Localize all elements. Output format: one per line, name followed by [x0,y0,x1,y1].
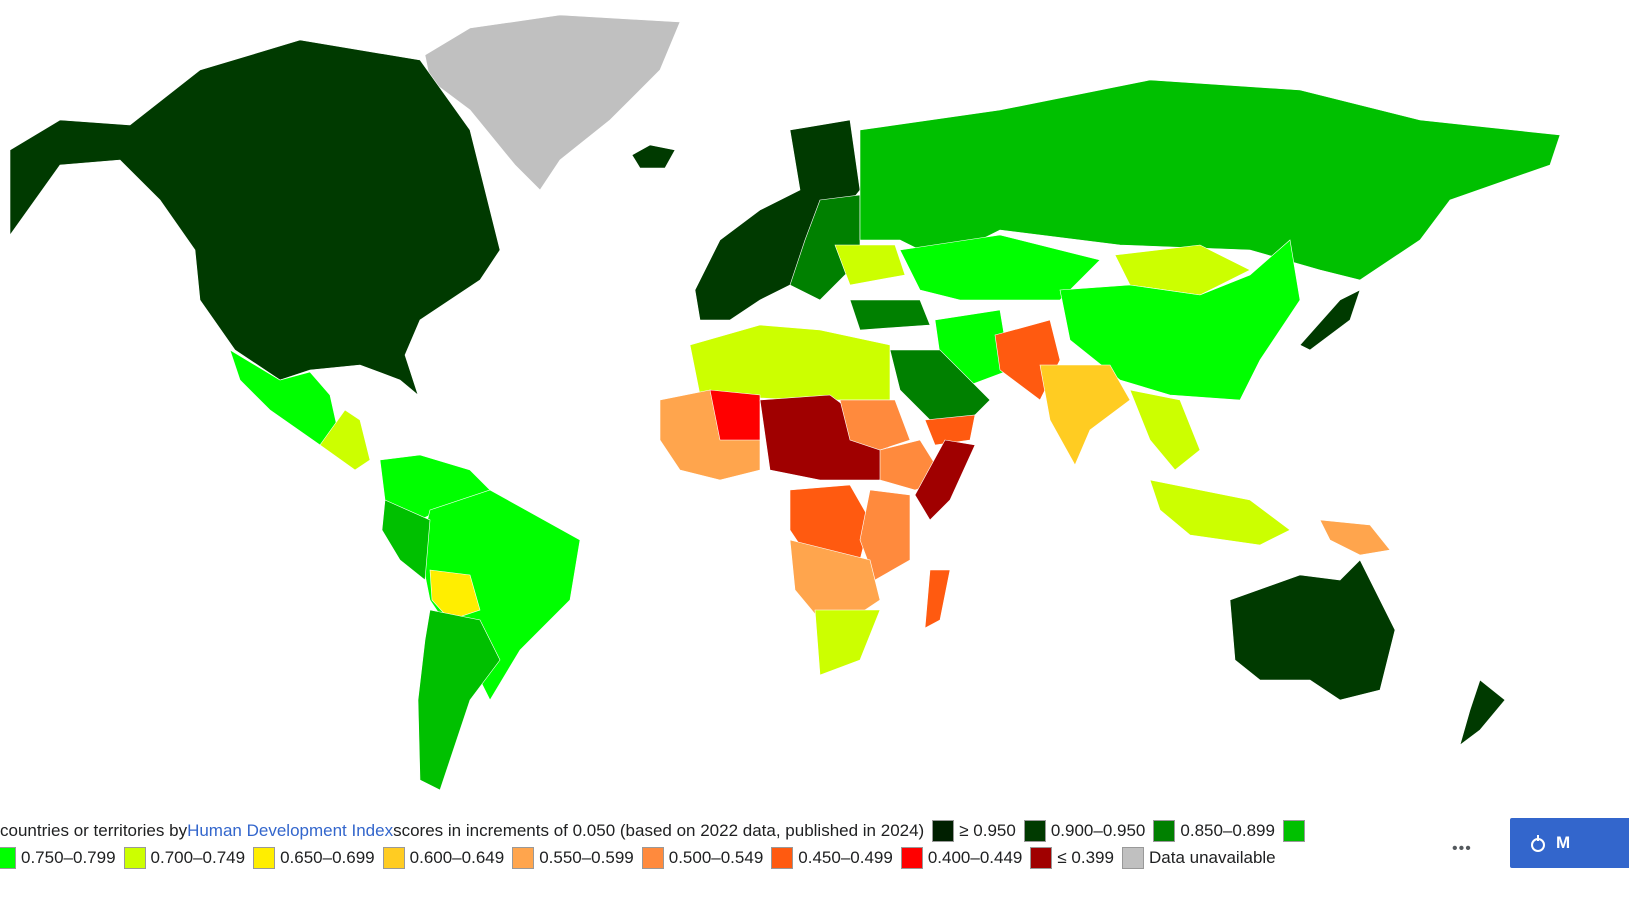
legend-line: 0.750–0.799 0.700–0.749 0.650–0.699 0.600–0… [0,845,1276,871]
legend-label: 0.850–0.899 [1180,821,1275,840]
east-africa [859,489,911,581]
madagascar [924,569,951,629]
legend-swatch [641,847,664,869]
legend-label: 0.750–0.799 [21,848,116,867]
legend-swatch [123,847,146,869]
button-label: M [1556,833,1571,852]
legend-swatch [1023,820,1046,842]
ukraine [834,244,906,286]
japan-korea [1299,289,1361,351]
legend-swatch [512,847,535,869]
papua [1319,519,1391,556]
mongolia [1114,244,1251,296]
caption-text: scores in increments of 0.050 (based on … [393,821,925,840]
peru [381,499,431,581]
more-button[interactable]: ••• [1452,840,1472,857]
legend-label: ≤ 0.399 [1057,848,1114,867]
north-africa [689,324,891,401]
legend-label: 0.500–0.549 [668,848,764,867]
legend-swatch [382,847,405,869]
turkey [849,299,931,331]
legend-label: 0.650–0.699 [280,848,375,867]
legend-swatch [900,847,923,869]
legend-swatch [1121,847,1144,869]
legend-swatch [932,820,955,842]
icon [1531,835,1545,852]
somalia [914,439,976,521]
australia [1229,559,1396,701]
indonesia [1149,479,1291,546]
legend-swatch [1153,820,1176,842]
yemen [924,414,976,446]
greenland [424,14,681,191]
legend-line: countries or territories by Human Develo… [0,818,1310,844]
legend-label: 0.450–0.499 [798,848,893,867]
world-map [9,14,1561,791]
legend-label: 0.550–0.599 [539,848,634,867]
iceland [631,144,676,169]
legend-label: 0.600–0.649 [409,848,505,867]
legend-swatch [0,847,16,869]
legend-swatch [1282,820,1305,842]
media-button[interactable]: M [1510,818,1629,868]
caption-link[interactable]: Human Development Index [187,821,394,840]
legend-label: 0.400–0.449 [927,848,1023,867]
legend-label: ≥ 0.950 [959,821,1016,840]
south-africa [814,609,881,676]
kazakhstan [899,234,1101,301]
legend-label: 0.700–0.749 [150,848,246,867]
southeast-asia [1129,389,1201,471]
legend-label: Data unavailable [1148,848,1276,867]
central-america [319,409,371,471]
legend-swatch [771,847,794,869]
argentina-chile [417,609,501,791]
new-zealand [1459,679,1506,746]
bolivia [429,569,481,621]
legend-swatch [253,847,276,869]
legend-swatch [1030,847,1053,869]
legend-label: 0.900–0.950 [1050,821,1146,840]
mali [709,389,761,441]
caption-text: countries or territories by [0,821,188,840]
india [1039,364,1131,466]
north-america [9,39,501,396]
sudan [839,399,911,451]
